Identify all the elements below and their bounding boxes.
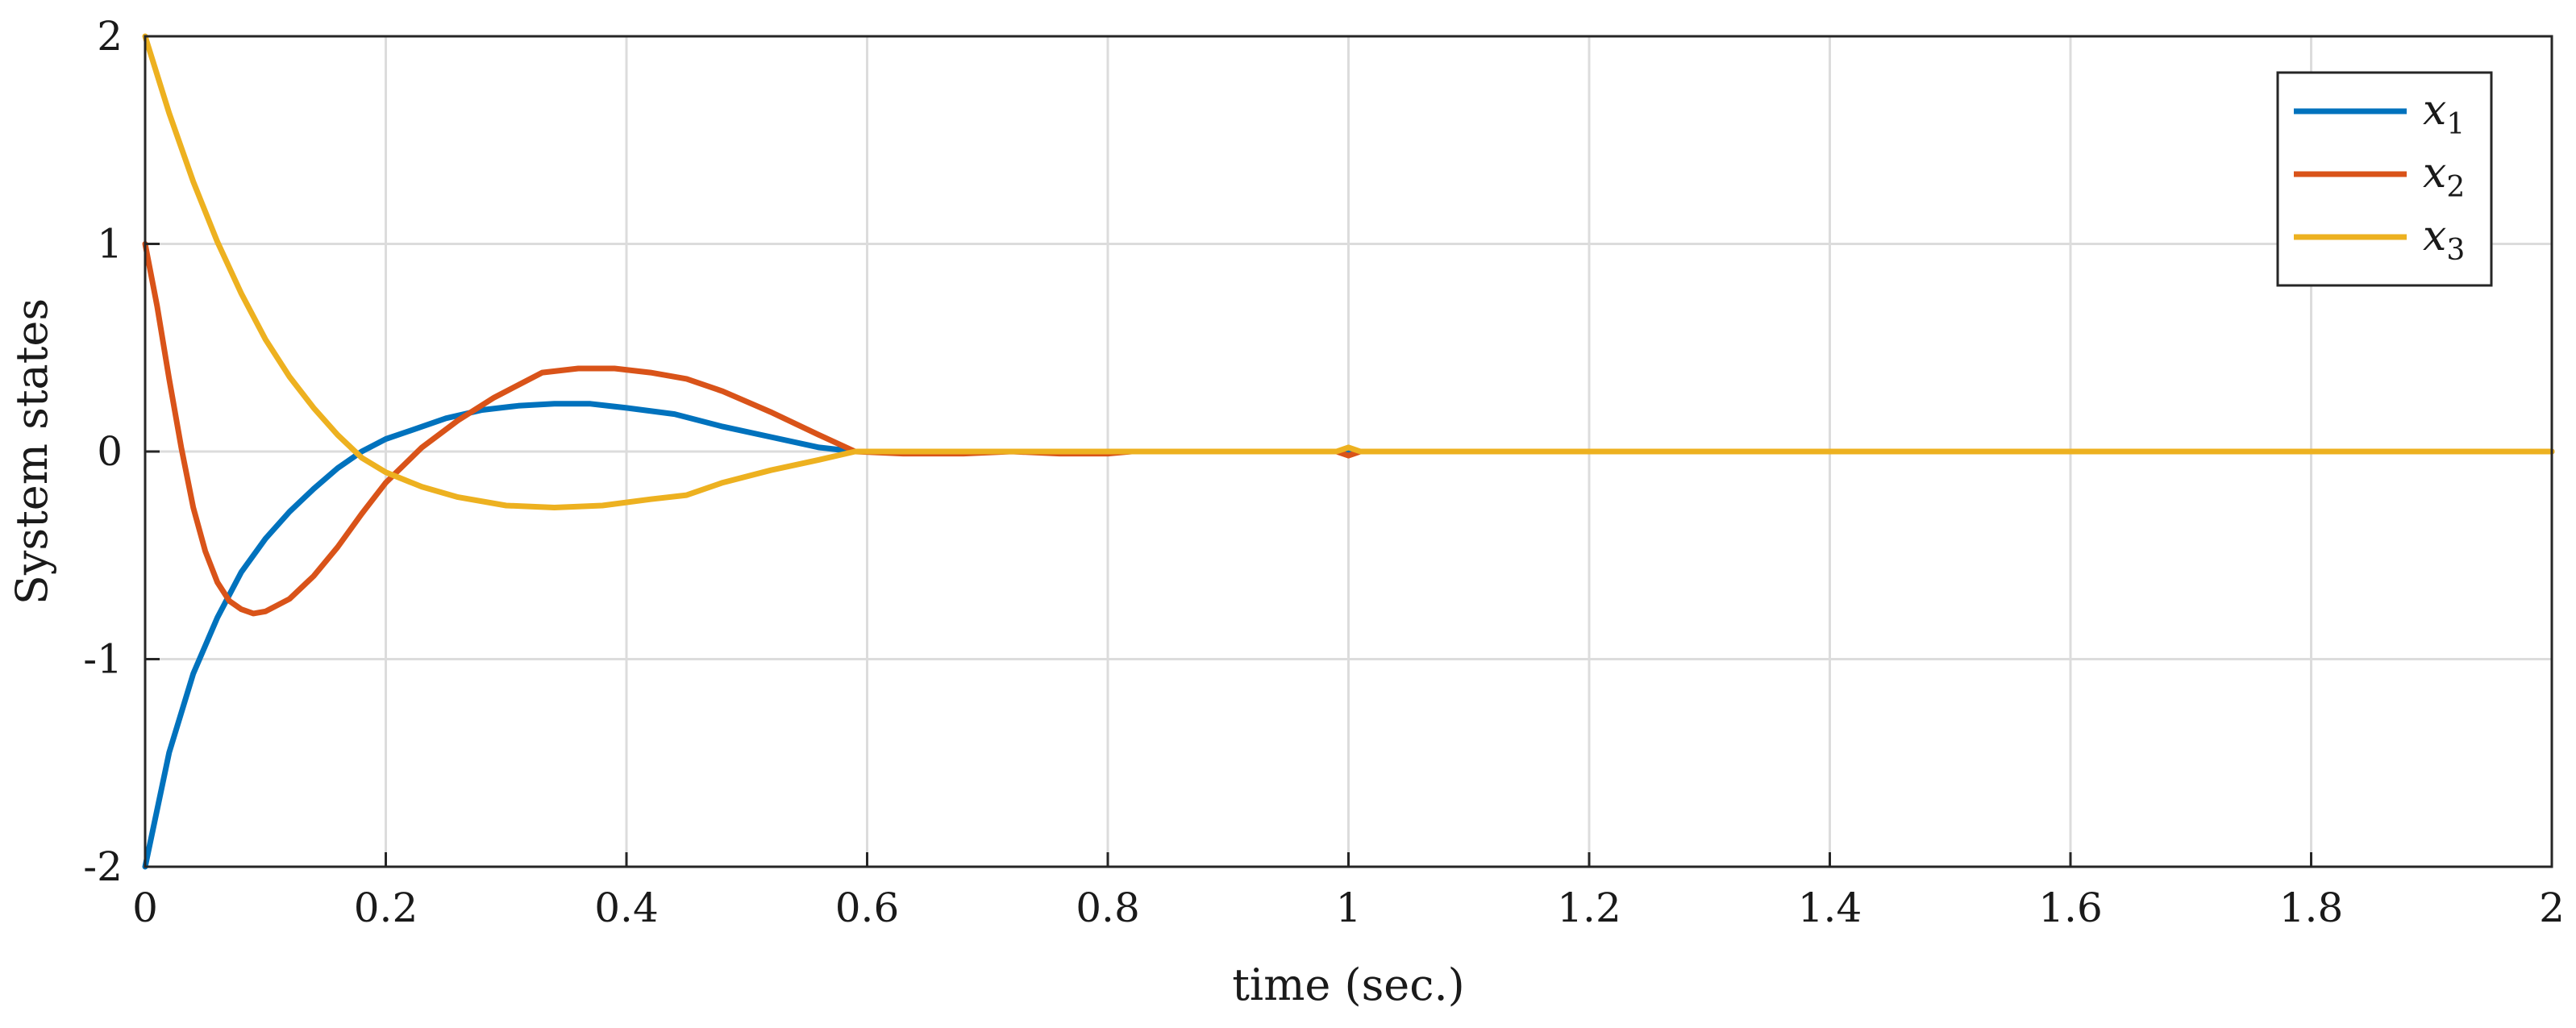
- x-tick-labels: 0 0.2 0.4 0.6 0.8 1 1.2 1.4 1.6 1.8 2: [132, 884, 2565, 931]
- x-axis-title: time (sec.): [1232, 959, 1465, 1010]
- axis-ticks: [144, 35, 2553, 868]
- x-tick-label: 0: [132, 884, 158, 931]
- x-tick-label: 0.8: [1076, 884, 1140, 931]
- y-tick-label: -1: [83, 636, 123, 683]
- x-tick-label: 1.4: [1798, 884, 1862, 931]
- series-line-x3: [142, 33, 2555, 510]
- legend-label-x3: x3: [2423, 212, 2465, 267]
- x-tick-label: 1.8: [2279, 884, 2344, 931]
- x-tick-label: 2: [2539, 884, 2565, 931]
- x-tick-label: 0.4: [594, 884, 659, 931]
- x-tick-label: 1.6: [2038, 884, 2103, 931]
- x-tick-label: 0.6: [835, 884, 900, 931]
- x-tick-label: 0.2: [354, 884, 418, 931]
- legend: x1 x2 x3: [2276, 71, 2493, 287]
- y-tick-label: 2: [97, 13, 123, 60]
- legend-box: [2276, 71, 2493, 287]
- y-tick-label: 1: [97, 221, 123, 268]
- y-axis-title: System states: [6, 298, 57, 605]
- series-lines: [142, 33, 2555, 870]
- legend-label-x1: x1: [2423, 86, 2465, 141]
- y-tick-labels: -2 -1 0 1 2: [83, 13, 123, 890]
- y-tick-label: 0: [97, 428, 123, 475]
- legend-label-x2: x2: [2423, 149, 2465, 204]
- x-tick-label: 1.2: [1557, 884, 1621, 931]
- y-tick-label: -2: [83, 843, 123, 890]
- x-tick-label: 1: [1336, 884, 1362, 931]
- series-line-x1: [142, 401, 2555, 870]
